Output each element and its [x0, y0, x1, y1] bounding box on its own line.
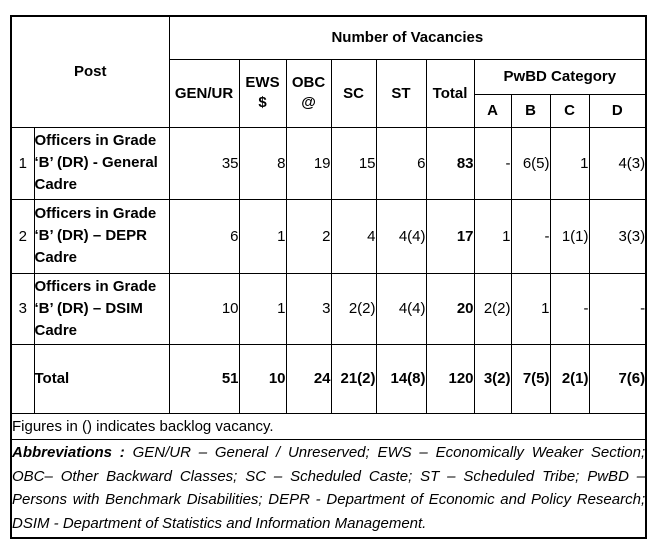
cell-pwbd-a: 1 [473, 198, 512, 274]
table-row: 3 Officers in Grade ‘B’ (DR) – DSIM Cadr… [10, 272, 647, 345]
table-row: 1 Officers in Grade ‘B’ (DR) - General C… [10, 126, 647, 200]
abbreviations: Abbreviations : GEN/UR – General / Unres… [10, 438, 647, 539]
cell-pwbd-d: 7(6) [588, 343, 647, 414]
cell-gen-ur: 10 [168, 272, 240, 345]
header-obc: OBC @ [285, 58, 332, 128]
cell-sc: 15 [330, 126, 377, 200]
cell-post: Officers in Grade ‘B’ (DR) – DEPR Cadre [33, 198, 170, 274]
cell-serial: 3 [10, 272, 35, 345]
cell-st: 4(4) [375, 272, 427, 345]
header-st: ST [375, 58, 427, 128]
vacancy-table: Post Number of Vacancies GEN/UR EWS $ OB… [10, 15, 648, 539]
backlog-note-row: Figures in () indicates backlog vacancy. [10, 412, 647, 440]
cell-pwbd-d: 4(3) [588, 126, 647, 200]
cell-gen-ur: 6 [168, 198, 240, 274]
cell-sc: 2(2) [330, 272, 377, 345]
cell-sc: 21(2) [330, 343, 377, 414]
cell-pwbd-b: 6(5) [510, 126, 551, 200]
cell-serial [10, 343, 35, 414]
header-sc: SC [330, 58, 377, 128]
header-total: Total [425, 58, 475, 128]
header-pwbd-category: PwBD Category [473, 58, 647, 95]
abbreviations-label: Abbreviations : [12, 444, 125, 462]
cell-total: 120 [425, 343, 475, 414]
cell-pwbd-c: 1(1) [549, 198, 590, 274]
header-post: Post [10, 15, 170, 128]
cell-obc: 2 [285, 198, 332, 274]
cell-obc: 3 [285, 272, 332, 345]
cell-total: 17 [425, 198, 475, 274]
cell-pwbd-c: 1 [549, 126, 590, 200]
cell-pwbd-d: - [588, 272, 647, 345]
header-pwbd-b: B [510, 93, 551, 128]
cell-pwbd-b: 1 [510, 272, 551, 345]
cell-pwbd-a: - [473, 126, 512, 200]
cell-pwbd-a: 2(2) [473, 272, 512, 345]
backlog-note: Figures in () indicates backlog vacancy. [10, 412, 647, 440]
cell-ews: 1 [238, 198, 287, 274]
cell-pwbd-c: - [549, 272, 590, 345]
header-pwbd-a: A [473, 93, 512, 128]
cell-pwbd-c: 2(1) [549, 343, 590, 414]
abbreviations-row: Abbreviations : GEN/UR – General / Unres… [10, 438, 647, 539]
cell-pwbd-d: 3(3) [588, 198, 647, 274]
cell-gen-ur: 35 [168, 126, 240, 200]
cell-total-label: Total [33, 343, 170, 414]
table-row: 2 Officers in Grade ‘B’ (DR) – DEPR Cadr… [10, 198, 647, 274]
cell-obc: 24 [285, 343, 332, 414]
total-row: Total 51 10 24 21(2) 14(8) 120 3(2) 7(5)… [10, 343, 647, 414]
cell-total: 20 [425, 272, 475, 345]
cell-pwbd-b: - [510, 198, 551, 274]
cell-gen-ur: 51 [168, 343, 240, 414]
cell-total: 83 [425, 126, 475, 200]
cell-st: 4(4) [375, 198, 427, 274]
cell-st: 14(8) [375, 343, 427, 414]
cell-ews: 8 [238, 126, 287, 200]
cell-st: 6 [375, 126, 427, 200]
cell-sc: 4 [330, 198, 377, 274]
cell-obc: 19 [285, 126, 332, 200]
header-pwbd-d: D [588, 93, 647, 128]
abbreviations-text: GEN/UR – General / Unreserved; EWS – Eco… [12, 444, 646, 532]
cell-pwbd-a: 3(2) [473, 343, 512, 414]
cell-serial: 1 [10, 126, 35, 200]
header-pwbd-c: C [549, 93, 590, 128]
header-ews: EWS $ [238, 58, 287, 128]
cell-ews: 10 [238, 343, 287, 414]
cell-post: Officers in Grade ‘B’ (DR) – DSIM Cadre [33, 272, 170, 345]
header-gen-ur: GEN/UR [168, 58, 240, 128]
cell-serial: 2 [10, 198, 35, 274]
header-number-of-vacancies: Number of Vacancies [168, 15, 647, 60]
cell-pwbd-b: 7(5) [510, 343, 551, 414]
cell-ews: 1 [238, 272, 287, 345]
cell-post: Officers in Grade ‘B’ (DR) - General Cad… [33, 126, 170, 200]
